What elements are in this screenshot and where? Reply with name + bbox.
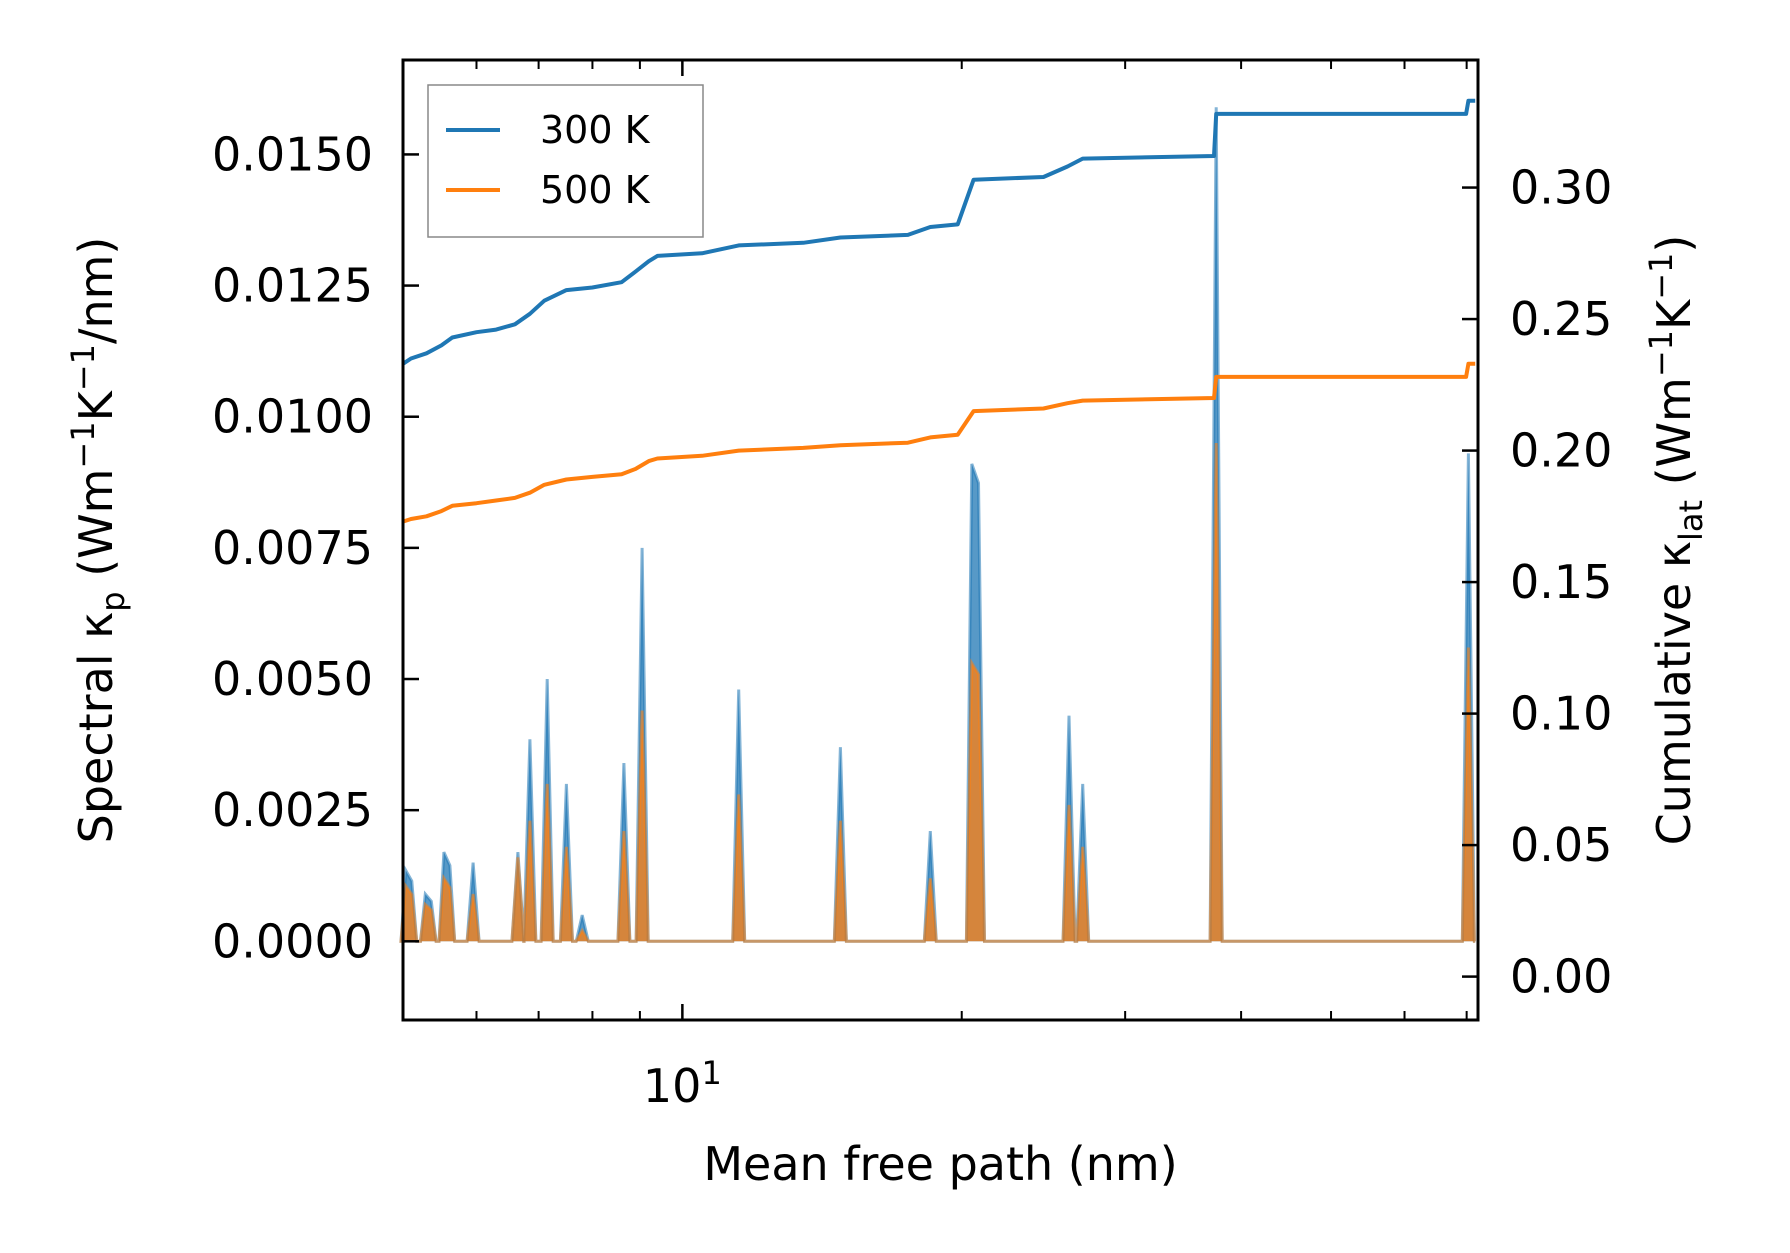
spectral-line-500k [399,442,1476,943]
y-left-tick-label: 0.0025 [212,783,373,837]
y-right-tick-label: 0.10 [1510,687,1612,741]
y-left-tick-label: 0.0150 [212,127,373,181]
axis-labels: Mean free path (nm) Spectral κp (Wm−1K−1/… [64,235,1710,1191]
y-left-tick-label: 0.0000 [212,914,373,968]
y-right-tick-label: 0.00 [1510,950,1612,1004]
y-left-tick-label: 0.0100 [212,390,373,444]
legend: 300 K 500 K [427,84,704,238]
y-right-axis-label: Cumulative κlat (Wm−1K−1) [1642,235,1710,846]
y-left-tick-label: 0.0050 [212,652,373,706]
x-tick-label: 101 [643,1054,722,1113]
cumulative-lines [401,98,1476,524]
y-right-tick-label: 0.25 [1510,292,1612,346]
axis-ticks: 0.0000 0.0025 0.0050 0.0075 0.0100 0.0125 0.01… [212,60,1612,1113]
y-right-tick-label: 0.05 [1510,818,1612,872]
legend-label: 300 K [540,108,651,152]
x-axis-label: Mean free path (nm) [703,1137,1177,1191]
plot-frame [401,58,1480,1022]
y-left-tick-label: 0.0075 [212,521,373,575]
legend-box [427,84,704,238]
y-right-tick-label: 0.30 [1510,161,1612,215]
y-left-tick-label: 0.0125 [212,259,373,313]
spectral-lines [399,107,1476,943]
y-left-axis-label: Spectral κp (Wm−1K−1/nm) [64,237,132,844]
cumulative-line-500k [402,361,1476,524]
legend-label: 500 K [540,168,651,212]
y-right-tick-label: 0.20 [1510,424,1612,478]
y-right-tick-label: 0.15 [1510,555,1612,609]
cumulative-line-300k [401,98,1476,366]
